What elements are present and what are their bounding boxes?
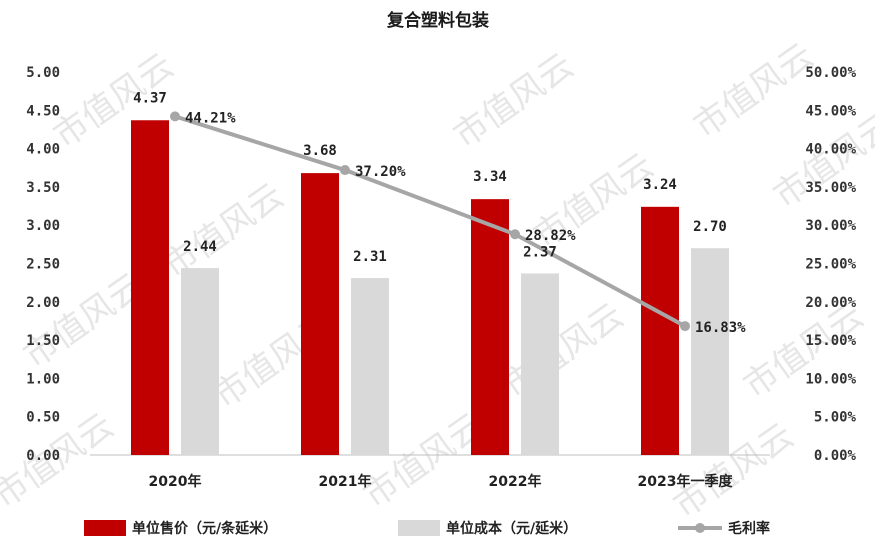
price-value-label: 3.34: [473, 169, 507, 185]
legend-swatch-margin-marker: [695, 523, 705, 533]
margin-point: [510, 229, 520, 240]
left-tick-label: 2.00: [26, 295, 60, 311]
cost-value-label: 2.70: [693, 219, 727, 235]
category-label: 2020年: [149, 473, 202, 490]
left-tick-label: 4.50: [26, 103, 60, 119]
right-tick-label: 35.00%: [805, 180, 856, 196]
price-bar: [471, 199, 509, 455]
left-tick-label: 2.50: [26, 257, 60, 273]
margin-line: [170, 111, 690, 332]
price-value-label: 4.37: [133, 90, 167, 106]
cost-value-label: 2.44: [183, 239, 217, 255]
cost-value-label: 2.37: [523, 244, 557, 260]
price-bar: [301, 173, 339, 455]
watermark-text: 市值风云: [737, 296, 871, 407]
left-tick-label: 3.50: [26, 180, 60, 196]
cost-value-label: 2.31: [353, 249, 387, 265]
price-value-label: 3.24: [643, 177, 677, 193]
legend-label-price: 单位售价（元/条延米）: [132, 520, 277, 537]
left-tick-label: 1.50: [26, 333, 60, 349]
legend-swatch-cost: [398, 520, 440, 536]
legend-label-margin: 毛利率: [728, 520, 770, 537]
right-tick-label: 45.00%: [805, 103, 856, 119]
margin-series-line: [174, 114, 686, 328]
right-tick-label: 10.00%: [805, 371, 856, 387]
margin-value-label: 44.21%: [185, 110, 236, 126]
right-tick-label: 0.00%: [814, 448, 857, 464]
category-label: 2021年: [319, 473, 372, 490]
right-tick-label: 25.00%: [805, 257, 856, 273]
left-tick-label: 4.00: [26, 142, 60, 158]
cost-bar: [351, 278, 389, 455]
watermark-text: 市值风云: [497, 296, 631, 407]
legend-label-cost: 单位成本（元/延米）: [446, 520, 577, 537]
x-axis: 2020年 2021年 2022年 2023年一季度: [149, 473, 734, 490]
right-tick-label: 20.00%: [805, 295, 856, 311]
watermark-text: 市值风云: [767, 106, 875, 217]
margin-point: [680, 321, 690, 332]
category-label: 2022年: [489, 473, 542, 490]
margin-point: [340, 165, 350, 176]
right-tick-label: 40.00%: [805, 142, 856, 158]
margin-point: [170, 111, 180, 122]
cost-bar: [181, 268, 219, 455]
right-tick-label: 30.00%: [805, 218, 856, 234]
watermark-text: 市值风云: [17, 266, 151, 377]
left-tick-label: 1.00: [26, 371, 60, 387]
price-bar: [131, 120, 169, 456]
left-tick-label: 0.00: [26, 448, 60, 464]
margin-value-label: 28.82%: [525, 228, 576, 244]
right-tick-label: 15.00%: [805, 333, 856, 349]
right-tick-label: 50.00%: [805, 65, 856, 81]
left-tick-label: 5.00: [26, 65, 60, 81]
margin-value-label: 37.20%: [355, 164, 406, 180]
cost-bar: [691, 248, 729, 455]
right-axis: 0.00% 5.00% 10.00% 15.00% 20.00% 25.00% 30.00%…: [805, 65, 856, 464]
chart-title: 复合塑料包装: [386, 10, 489, 31]
legend-swatch-price: [84, 520, 126, 536]
price-bar: [641, 206, 679, 455]
watermark-text: 市值风云: [687, 36, 821, 147]
bars: [131, 120, 729, 456]
data-labels: 4.37 2.44 3.68 2.31 3.34 2.37 3.24 2.70 44.21% 37…: [133, 90, 746, 336]
left-tick-label: 0.50: [26, 410, 60, 426]
watermark-text: 市值风云: [667, 416, 801, 527]
category-label: 2023年一季度: [638, 473, 734, 490]
margin-value-label: 16.83%: [695, 320, 746, 336]
left-axis: 0.00 0.50 1.00 1.50 2.00 2.50 3.00 3.50 4.00 4.50…: [26, 65, 60, 464]
legend: 单位售价（元/条延米） 单位成本（元/延米） 毛利率: [84, 520, 770, 537]
price-value-label: 3.68: [303, 143, 337, 159]
watermark-text: 市值风云: [157, 176, 291, 287]
left-tick-label: 3.00: [26, 218, 60, 234]
watermark-text: 市值风云: [447, 46, 581, 157]
watermark-text: 市值风云: [0, 406, 121, 517]
right-tick-label: 5.00%: [814, 410, 857, 426]
cost-bar: [521, 273, 559, 455]
